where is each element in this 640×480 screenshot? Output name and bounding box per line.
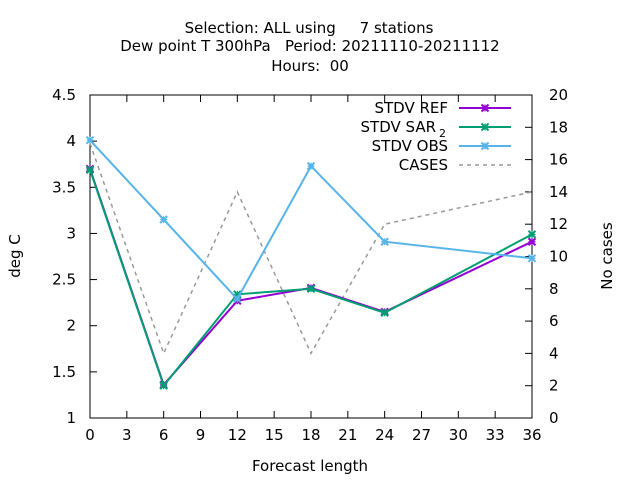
x-tick-label: 3 xyxy=(122,426,132,444)
y2-tick-label: 8 xyxy=(549,280,559,298)
plot-frame xyxy=(89,94,533,419)
y2-tick-label: 16 xyxy=(549,151,568,169)
x-tick-label: 30 xyxy=(449,426,468,444)
y-tick-label: 3.5 xyxy=(52,178,76,196)
x-tick-label: 36 xyxy=(522,426,541,444)
data-point-stdv-obs xyxy=(85,136,95,145)
legend-label-subscript: 2 xyxy=(439,127,446,140)
x-tick-label: 9 xyxy=(196,426,206,444)
data-point-stdv-sar-2 xyxy=(159,381,168,390)
y2-tick-label: 20 xyxy=(549,86,568,104)
y2-tick-label: 12 xyxy=(549,215,568,233)
series-lines xyxy=(85,136,537,390)
y-axis-label: deg C xyxy=(6,234,24,278)
data-point-stdv-sar-2 xyxy=(306,284,316,294)
legend-label: STDV OBS xyxy=(372,137,448,155)
data-point-stdv-obs xyxy=(233,294,242,304)
data-point-stdv-sar-2 xyxy=(527,230,537,239)
x-tick-label: 15 xyxy=(265,426,284,444)
y-tick-label: 4.5 xyxy=(52,86,76,104)
y-tick-label: 1.5 xyxy=(52,363,76,381)
y2-tick-label: 10 xyxy=(549,248,568,266)
x-tick-label: 18 xyxy=(301,426,320,444)
axes: 0 3 6 9 12 15 18 21 24 27 30 33 3611.522.533.544.502… xyxy=(52,86,568,444)
y2-tick-label: 18 xyxy=(549,118,568,136)
data-point-stdv-obs xyxy=(306,161,316,171)
y-tick-label: 3 xyxy=(66,224,76,242)
legend-marker-stdv-sar-2 xyxy=(480,122,490,132)
y2-tick-label: 4 xyxy=(549,344,559,362)
legend-label: CASES xyxy=(399,156,448,174)
x-tick-label: 0 xyxy=(85,426,95,444)
data-point-stdv-ref xyxy=(527,237,537,246)
y2-tick-label: 6 xyxy=(549,312,559,330)
data-point-stdv-obs xyxy=(527,254,537,263)
y2-axis-label: No cases xyxy=(598,222,616,290)
y2-tick-label: 2 xyxy=(549,377,559,395)
series-line-stdv-obs xyxy=(89,139,533,301)
chart-title-line-2: Dew point T 300hPa Period: 20211110-2021… xyxy=(120,37,499,55)
chart-title-line-1: Selection: ALL using 7 stations xyxy=(185,19,434,37)
y-tick-label: 2.5 xyxy=(52,271,76,289)
data-point-stdv-obs xyxy=(380,237,389,246)
x-tick-label: 12 xyxy=(228,426,247,444)
data-point-stdv-sar-2 xyxy=(380,308,389,318)
legend-marker-stdv-obs xyxy=(480,141,490,151)
chart-title-line-3: Hours: 00 xyxy=(271,57,349,75)
series-line-stdv-sar-2 xyxy=(89,169,533,388)
y2-tick-label: 0 xyxy=(549,409,559,427)
series-line-cases xyxy=(89,143,533,356)
x-tick-label: 27 xyxy=(412,426,431,444)
data-point-stdv-sar-2 xyxy=(85,165,95,174)
y-tick-label: 2 xyxy=(66,317,76,335)
x-tick-label: 6 xyxy=(159,426,169,444)
legend-label: STDV REF xyxy=(374,99,448,117)
x-tick-label: 21 xyxy=(338,426,357,444)
y2-tick-label: 14 xyxy=(549,183,568,201)
x-axis-label: Forecast length xyxy=(252,457,368,475)
legend-label: STDV SAR xyxy=(361,118,436,136)
x-tick-label: 33 xyxy=(486,426,505,444)
legend-marker-stdv-ref xyxy=(480,103,490,113)
x-tick-label: 24 xyxy=(375,426,394,444)
y-tick-label: 4 xyxy=(66,132,76,150)
y-tick-label: 1 xyxy=(66,409,76,427)
data-point-stdv-obs xyxy=(159,215,168,224)
